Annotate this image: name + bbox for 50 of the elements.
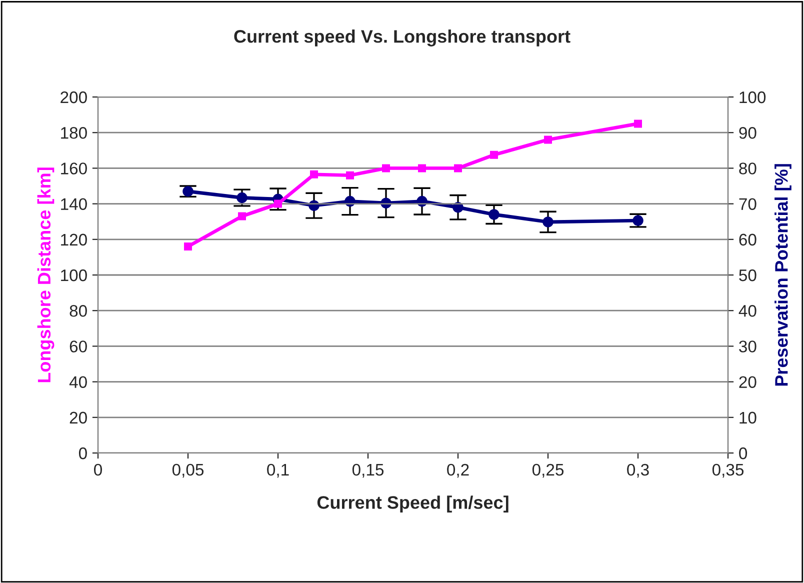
x-tick-label: 0,1 — [267, 464, 289, 478]
y2-tick-label: 90 — [739, 127, 756, 139]
point — [346, 171, 354, 180]
point — [310, 170, 318, 178]
y-tick-label: 120 — [61, 234, 87, 246]
y-tick-label: 180 — [61, 127, 87, 139]
y2-axis-title: Preservation Potential [%] — [774, 164, 792, 386]
x-tick-label: 0,3 — [627, 464, 649, 478]
x-tick-label: 0,05 — [172, 464, 204, 478]
y2-tick-label: 20 — [739, 376, 756, 388]
y2-tick-label: 40 — [738, 305, 756, 317]
y2-tick-label: 70 — [739, 198, 756, 210]
y-axis-title: Longshore Distance [km] — [37, 168, 54, 382]
point — [238, 212, 246, 220]
x-tick-label: 0,35 — [712, 464, 744, 478]
chart-title: Current speed Vs. Longshore transport — [234, 30, 570, 46]
y-tick-label: 60 — [70, 340, 87, 352]
y-tick-label: 100 — [61, 269, 87, 282]
x-tick-label: 0 — [94, 464, 102, 476]
x-tick-label: 0,2 — [447, 464, 469, 478]
x-tick-label: 0,25 — [532, 464, 564, 478]
point — [182, 186, 194, 197]
point — [236, 192, 248, 204]
y-tick-label: 200 — [60, 91, 87, 104]
point — [542, 216, 554, 228]
y2-tick-label: 0 — [739, 447, 748, 460]
point — [490, 150, 498, 159]
point — [382, 164, 390, 172]
y2-tick-label: 80 — [739, 162, 756, 174]
y-tick-label: 20 — [70, 412, 87, 424]
y-tick-label: 40 — [69, 376, 87, 388]
point — [184, 242, 192, 251]
y2-tick-label: 50 — [739, 269, 756, 282]
point — [274, 200, 282, 208]
point — [454, 164, 462, 172]
point — [634, 120, 642, 128]
x-tick-label: 0,15 — [352, 464, 384, 478]
y2-tick-label: 30 — [739, 340, 756, 352]
y2-tick-label: 100 — [740, 91, 766, 104]
y2-tick-label: 60 — [739, 234, 756, 246]
point — [632, 215, 644, 226]
y-tick-label: 140 — [61, 198, 87, 210]
x-axis-title: Current Speed [m/sec] — [317, 496, 508, 512]
point — [418, 164, 426, 172]
y-tick-label: 0 — [78, 447, 87, 460]
point — [488, 209, 500, 220]
y2-tick-label: 10 — [740, 412, 756, 424]
y-tick-label: 160 — [61, 162, 87, 174]
point — [544, 136, 552, 144]
y-tick-label: 80 — [70, 305, 87, 317]
